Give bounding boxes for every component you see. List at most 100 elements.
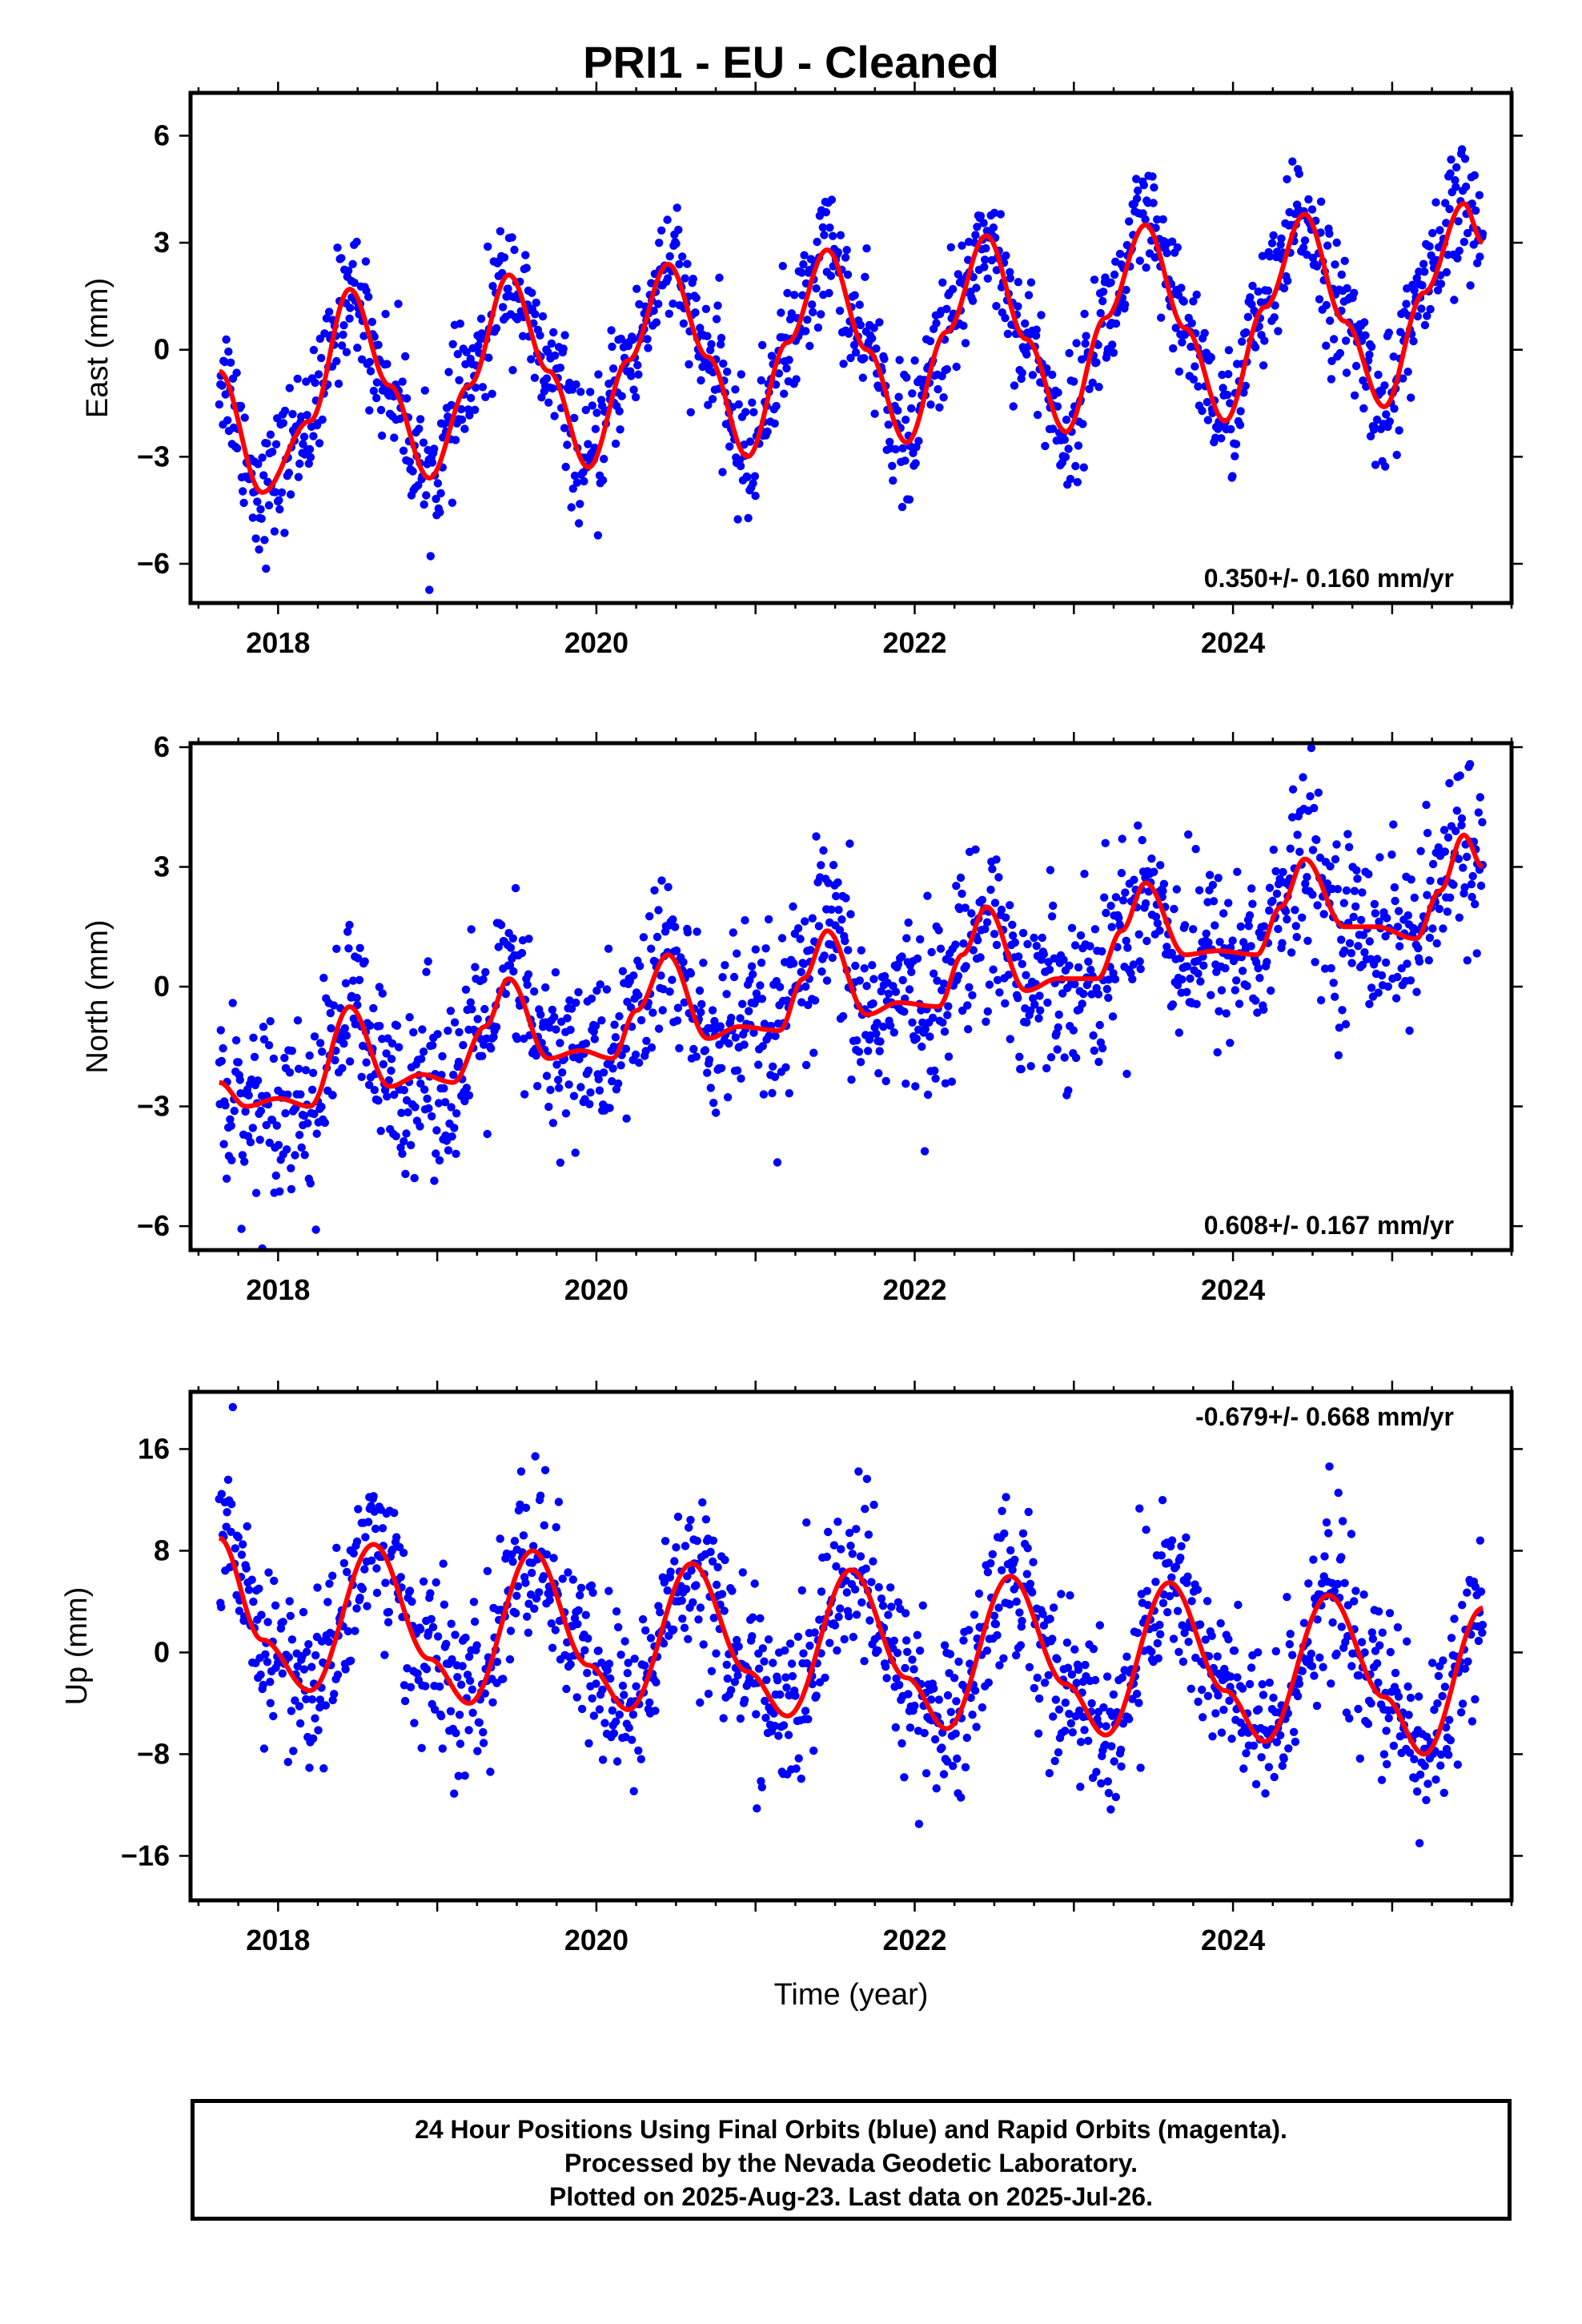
data-point [1182, 962, 1192, 971]
data-point [1069, 1026, 1078, 1035]
data-point [1443, 833, 1453, 842]
data-point [901, 1080, 910, 1088]
data-point [1134, 1699, 1143, 1707]
data-point [893, 1598, 903, 1607]
data-point [751, 945, 760, 954]
data-point [911, 459, 920, 468]
data-point [1098, 296, 1107, 306]
data-point [1084, 1736, 1093, 1745]
data-point [706, 1084, 715, 1092]
data-point [661, 1537, 670, 1546]
data-point [1364, 870, 1373, 879]
data-point [636, 1015, 646, 1025]
data-point [478, 1051, 487, 1060]
data-point [1125, 217, 1134, 226]
data-point [239, 1540, 247, 1549]
data-point [716, 1022, 725, 1031]
data-point [305, 1763, 314, 1772]
data-point [943, 1011, 952, 1019]
data-point [395, 1043, 404, 1051]
data-point [1283, 915, 1291, 924]
data-point [1163, 1608, 1172, 1617]
data-point [1018, 959, 1026, 969]
data-point [536, 331, 544, 340]
data-point [1184, 1638, 1193, 1647]
data-point [233, 444, 242, 452]
data-point [832, 891, 841, 901]
data-point [442, 1639, 451, 1648]
data-point [1176, 1554, 1185, 1562]
data-point [901, 1609, 910, 1618]
data-point [1365, 999, 1374, 1009]
data-point [1475, 191, 1484, 199]
data-point [773, 1676, 782, 1685]
data-point [1024, 291, 1034, 300]
data-point [452, 1728, 460, 1738]
data-point [1134, 930, 1143, 939]
data-point [1022, 1018, 1031, 1027]
data-point [968, 1711, 977, 1719]
data-point [1059, 955, 1068, 964]
data-point [1227, 424, 1235, 434]
data-point [1194, 1697, 1203, 1707]
data-point [1097, 1779, 1106, 1788]
data-point [1279, 1755, 1288, 1763]
data-point [432, 1126, 441, 1135]
data-point [1335, 1023, 1344, 1032]
data-point [1351, 1586, 1360, 1595]
data-point [819, 846, 828, 855]
data-point [701, 1046, 710, 1055]
data-point [1170, 904, 1178, 914]
data-point [914, 436, 923, 445]
data-point [447, 1103, 456, 1112]
data-point [796, 935, 805, 943]
data-point [1415, 1770, 1425, 1779]
data-point [842, 1588, 852, 1597]
data-point [668, 975, 677, 984]
data-point [916, 935, 925, 944]
data-point [797, 268, 806, 277]
data-point [456, 1680, 466, 1689]
data-point [1334, 1051, 1343, 1059]
data-point [1468, 871, 1477, 881]
data-point [1406, 1693, 1415, 1703]
data-point [556, 364, 565, 372]
data-point [275, 496, 283, 505]
data-point [821, 1673, 829, 1683]
data-point [552, 1522, 560, 1532]
data-point [773, 1158, 782, 1167]
data-point [238, 1151, 247, 1160]
data-point [1439, 924, 1447, 933]
data-point [291, 1696, 299, 1705]
data-point [456, 320, 464, 328]
data-point [809, 1746, 818, 1755]
data-point [1270, 1772, 1279, 1782]
caption-line-1: 24 Hour Positions Using Final Orbits (bl… [415, 2115, 1287, 2144]
data-point [643, 335, 652, 344]
data-point [654, 1024, 664, 1033]
data-point [645, 912, 654, 921]
data-point [958, 889, 966, 899]
data-point [1153, 919, 1162, 928]
data-point [952, 362, 961, 372]
data-point [270, 1576, 279, 1586]
data-point [552, 1025, 560, 1034]
data-point [542, 1550, 552, 1559]
data-point [1334, 1488, 1343, 1498]
data-point [1063, 1663, 1073, 1672]
data-point [1090, 1675, 1100, 1685]
data-point [1012, 1651, 1021, 1660]
data-point [848, 1550, 857, 1558]
y-tick-label: −3 [137, 1090, 170, 1123]
data-point [794, 1754, 803, 1763]
data-point [461, 985, 471, 995]
data-point [731, 385, 740, 394]
data-point [970, 1610, 979, 1619]
data-point [797, 998, 806, 1007]
data-point [468, 1685, 477, 1694]
data-point [400, 1681, 409, 1690]
data-point [396, 1143, 405, 1152]
data-point [411, 1103, 420, 1112]
data-point [1150, 183, 1158, 192]
data-point [439, 1559, 448, 1568]
